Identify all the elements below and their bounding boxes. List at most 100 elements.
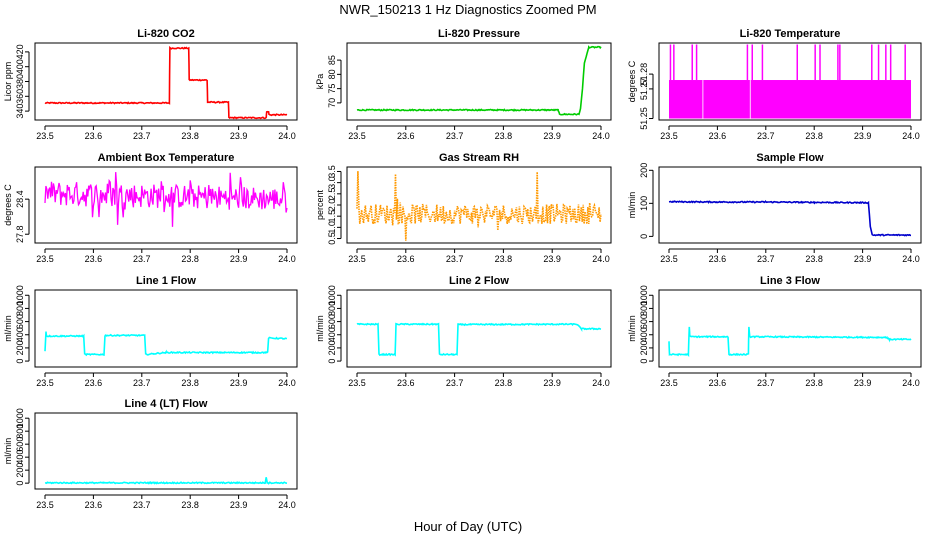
x-tick-label: 23.5 [36, 378, 54, 388]
x-tick-label: 23.7 [757, 131, 775, 141]
series-line [356, 171, 602, 241]
x-tick-label: 23.6 [397, 378, 415, 388]
y-tick-label: 0 [327, 359, 337, 364]
panel-title: Li-820 Pressure [438, 28, 520, 40]
x-tick-label: 23.9 [230, 500, 248, 510]
x-tick-label: 23.5 [348, 378, 366, 388]
chart-panels: Li-820 CO2 23.5 23.6 23.7 23.8 23.9 24.0 340360… [3, 28, 922, 510]
panel-title: Line 2 Flow [449, 275, 509, 287]
y-tick-label: 100 [639, 196, 649, 211]
panel-3: Li-820 Temperature 23.5 23.6 23.7 23.8 23.9 24… [627, 28, 922, 141]
x-tick-label: 23.5 [660, 131, 678, 141]
x-tick-label: 24.0 [278, 500, 296, 510]
panel-title: Li-820 CO2 [137, 28, 194, 40]
series-line [44, 45, 288, 120]
y-tick-label: 400 [15, 59, 25, 74]
y-tick-label: 1000 [327, 285, 337, 305]
plot-frame [346, 166, 612, 244]
data-layer [668, 199, 911, 237]
series-line [356, 322, 602, 357]
x-tick-label: 23.5 [660, 254, 678, 264]
y-tick-label: 0 [639, 234, 649, 239]
data-layer [44, 45, 288, 120]
panel-title: Line 4 (LT) Flow [125, 398, 208, 410]
series-line [668, 199, 911, 237]
data-layer [44, 477, 288, 485]
x-tick-label: 23.8 [181, 131, 199, 141]
y-tick-label: 380 [15, 74, 25, 89]
data-layer [44, 172, 288, 227]
plot-frame [34, 289, 298, 368]
y-axis-label: Licor ppm [3, 62, 13, 102]
y-tick-label: 420 [15, 44, 25, 59]
x-tick-label: 24.0 [278, 254, 296, 264]
y-tick-label: 0 [15, 481, 25, 486]
plot-frame [346, 289, 612, 368]
y-tick-label: 800 [15, 301, 25, 316]
x-tick-label: 23.7 [446, 131, 464, 141]
y-axis-label: ml/min [315, 315, 325, 342]
data-layer [669, 44, 911, 119]
y-axis-label: kPa [315, 74, 325, 90]
x-tick-label: 23.6 [709, 378, 727, 388]
y-tick-label: 51.27 [639, 78, 649, 101]
y-tick-label: 70 [327, 98, 337, 108]
plot-frame [34, 42, 298, 121]
x-tick-label: 23.7 [133, 500, 151, 510]
x-tick-label: 23.8 [181, 378, 199, 388]
y-tick-label: 800 [639, 301, 649, 316]
x-tick-label: 23.5 [348, 254, 366, 264]
x-tick-label: 23.5 [36, 131, 54, 141]
x-tick-label: 23.8 [495, 378, 513, 388]
panel-title: Sample Flow [756, 152, 824, 164]
x-tick-label: 24.0 [902, 254, 920, 264]
x-tick-label: 24.0 [902, 378, 920, 388]
x-tick-label: 23.9 [854, 131, 872, 141]
y-axis-label: ml/min [627, 192, 637, 219]
y-tick-label: 800 [327, 301, 337, 316]
y-tick-label: 200 [15, 463, 25, 478]
panel-title: Li-820 Temperature [740, 28, 841, 40]
y-tick-label: 51.25 [639, 107, 649, 130]
y-tick-label: 0 [15, 359, 25, 364]
data-layer [356, 322, 602, 357]
x-tick-label: 23.5 [36, 500, 54, 510]
figure-title: NWR_150213 1 Hz Diagnostics Zoomed PM [339, 2, 596, 17]
data-layer [668, 326, 912, 358]
x-tick-label: 23.7 [757, 254, 775, 264]
x-tick-label: 23.9 [543, 254, 561, 264]
x-tick-label: 24.0 [278, 131, 296, 141]
panel-6: Sample Flow 23.5 23.6 23.7 23.8 23.9 24.0 0 100 2… [627, 152, 922, 264]
y-tick-label: 200 [327, 340, 337, 355]
x-tick-label: 23.9 [543, 378, 561, 388]
panel-9: Line 3 Flow 23.5 23.6 23.7 23.8 23.9 24.0 0 2004… [627, 275, 922, 388]
data-layer [356, 171, 602, 241]
y-tick-label: 28.4 [15, 190, 25, 208]
y-tick-label: 200 [639, 340, 649, 355]
y-axis-label: ml/min [3, 438, 13, 465]
panel-7: Line 1 Flow 23.5 23.6 23.7 23.8 23.9 24.0 0 2004… [3, 275, 298, 388]
panel-10: Line 4 (LT) Flow 23.5 23.6 23.7 23.8 23.9 24.0… [3, 398, 298, 510]
y-tick-label: 600 [15, 437, 25, 452]
series-band [669, 80, 911, 119]
x-tick-label: 23.8 [805, 378, 823, 388]
y-tick-label: 75 [327, 84, 337, 94]
y-tick-label: 1.5 [327, 210, 337, 223]
x-tick-label: 23.6 [85, 378, 103, 388]
x-tick-label: 23.7 [757, 378, 775, 388]
panel-title: Line 1 Flow [136, 275, 196, 287]
panel-4: Ambient Box Temperature 23.5 23.6 23.7 23.8 2… [3, 152, 298, 264]
x-tick-label: 23.7 [133, 131, 151, 141]
y-tick-label: 400 [15, 450, 25, 465]
x-tick-label: 23.5 [348, 131, 366, 141]
x-tick-label: 23.5 [36, 254, 54, 264]
x-tick-label: 23.8 [495, 131, 513, 141]
plot-frame [34, 166, 298, 244]
x-tick-label: 23.6 [85, 500, 103, 510]
x-tick-label: 23.6 [397, 131, 415, 141]
y-tick-label: 400 [327, 327, 337, 342]
y-tick-label: 3.5 [327, 165, 337, 178]
x-tick-label: 23.8 [805, 254, 823, 264]
plot-frame [658, 42, 922, 121]
y-tick-label: 51.28 [639, 63, 649, 86]
